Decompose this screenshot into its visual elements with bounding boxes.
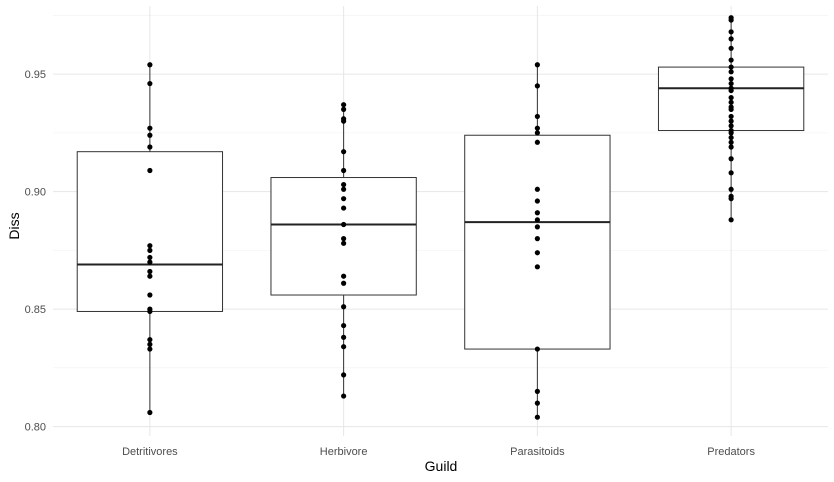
data-point xyxy=(534,186,540,192)
x-axis-title: Guild xyxy=(425,458,458,474)
data-point xyxy=(341,181,347,188)
box-iqr xyxy=(464,134,611,350)
data-point xyxy=(147,409,153,416)
data-point xyxy=(147,346,153,352)
data-point xyxy=(341,393,347,399)
data-point xyxy=(728,57,734,63)
data-point xyxy=(341,221,347,228)
data-point xyxy=(728,69,734,75)
data-point xyxy=(534,388,540,394)
data-point xyxy=(147,341,153,347)
data-point xyxy=(728,76,734,82)
y-tick-label: 0.85 xyxy=(25,304,46,316)
data-point xyxy=(728,144,734,150)
data-point xyxy=(341,118,347,124)
data-point xyxy=(728,170,734,176)
data-point xyxy=(534,346,540,352)
data-point xyxy=(341,322,347,329)
data-point xyxy=(147,167,153,174)
data-point xyxy=(728,217,734,223)
data-point xyxy=(341,372,347,378)
y-axis-title: Diss xyxy=(6,212,22,239)
data-point xyxy=(147,273,153,279)
data-point xyxy=(534,264,540,270)
data-point xyxy=(728,106,734,112)
data-point xyxy=(534,400,540,406)
data-point xyxy=(728,17,734,23)
x-tick-label: Detritivores xyxy=(122,446,178,458)
data-point xyxy=(728,134,734,141)
data-point xyxy=(728,156,734,162)
data-point xyxy=(341,205,347,211)
data-point xyxy=(147,144,153,150)
x-tick-labels: Detritivores Herbivore Parasitoids Predator… xyxy=(122,446,755,458)
data-point xyxy=(728,113,734,120)
data-point xyxy=(728,139,734,145)
data-point xyxy=(728,29,734,35)
data-point xyxy=(147,308,153,315)
data-point xyxy=(534,210,540,216)
data-point xyxy=(341,149,347,155)
data-point xyxy=(728,130,734,136)
data-point xyxy=(147,62,153,68)
data-point xyxy=(534,236,540,242)
data-point xyxy=(534,83,540,89)
point-series xyxy=(147,15,734,420)
data-point xyxy=(534,198,540,204)
data-point xyxy=(147,268,153,275)
data-point xyxy=(147,337,153,343)
x-tick-label: Predators xyxy=(707,446,755,458)
data-point xyxy=(341,334,347,340)
data-point xyxy=(341,167,347,174)
data-point xyxy=(341,240,347,246)
data-point xyxy=(147,292,153,298)
data-point xyxy=(341,273,347,279)
data-point xyxy=(147,247,153,253)
data-point xyxy=(728,123,734,129)
data-point xyxy=(728,64,734,70)
box-iqr xyxy=(76,151,224,312)
data-point xyxy=(534,414,540,420)
data-point xyxy=(728,45,734,51)
data-point xyxy=(534,113,540,120)
data-point xyxy=(534,224,540,230)
data-point xyxy=(147,243,153,249)
data-point xyxy=(341,344,347,350)
box-series xyxy=(76,17,805,418)
data-point xyxy=(341,280,347,286)
data-point xyxy=(728,196,734,202)
data-point xyxy=(534,250,540,256)
data-point xyxy=(728,99,734,105)
data-point xyxy=(728,95,734,101)
data-point xyxy=(147,254,153,261)
data-point xyxy=(341,102,347,108)
y-tick-labels: 0.80 0.85 0.90 0.95 xyxy=(25,69,46,433)
x-tick-label: Parasitoids xyxy=(510,446,565,458)
x-tick-label: Herbivore xyxy=(320,446,368,458)
y-tick-label: 0.90 xyxy=(25,187,46,199)
data-point xyxy=(534,217,540,223)
data-point xyxy=(728,186,734,192)
y-tick-label: 0.80 xyxy=(25,422,46,434)
data-point xyxy=(147,80,153,87)
data-point xyxy=(534,62,540,68)
data-point xyxy=(728,118,734,124)
data-point xyxy=(728,36,734,42)
data-point xyxy=(147,132,153,138)
data-point xyxy=(147,259,153,265)
data-point xyxy=(341,236,347,242)
data-point xyxy=(341,186,347,192)
data-point xyxy=(341,106,347,112)
data-point xyxy=(341,196,347,202)
y-tick-label: 0.95 xyxy=(25,69,46,81)
data-point xyxy=(728,80,734,87)
data-point xyxy=(341,304,347,310)
data-point xyxy=(534,125,540,131)
data-point xyxy=(534,139,540,145)
data-point xyxy=(728,87,734,94)
data-point xyxy=(147,125,153,131)
data-point xyxy=(534,130,540,136)
